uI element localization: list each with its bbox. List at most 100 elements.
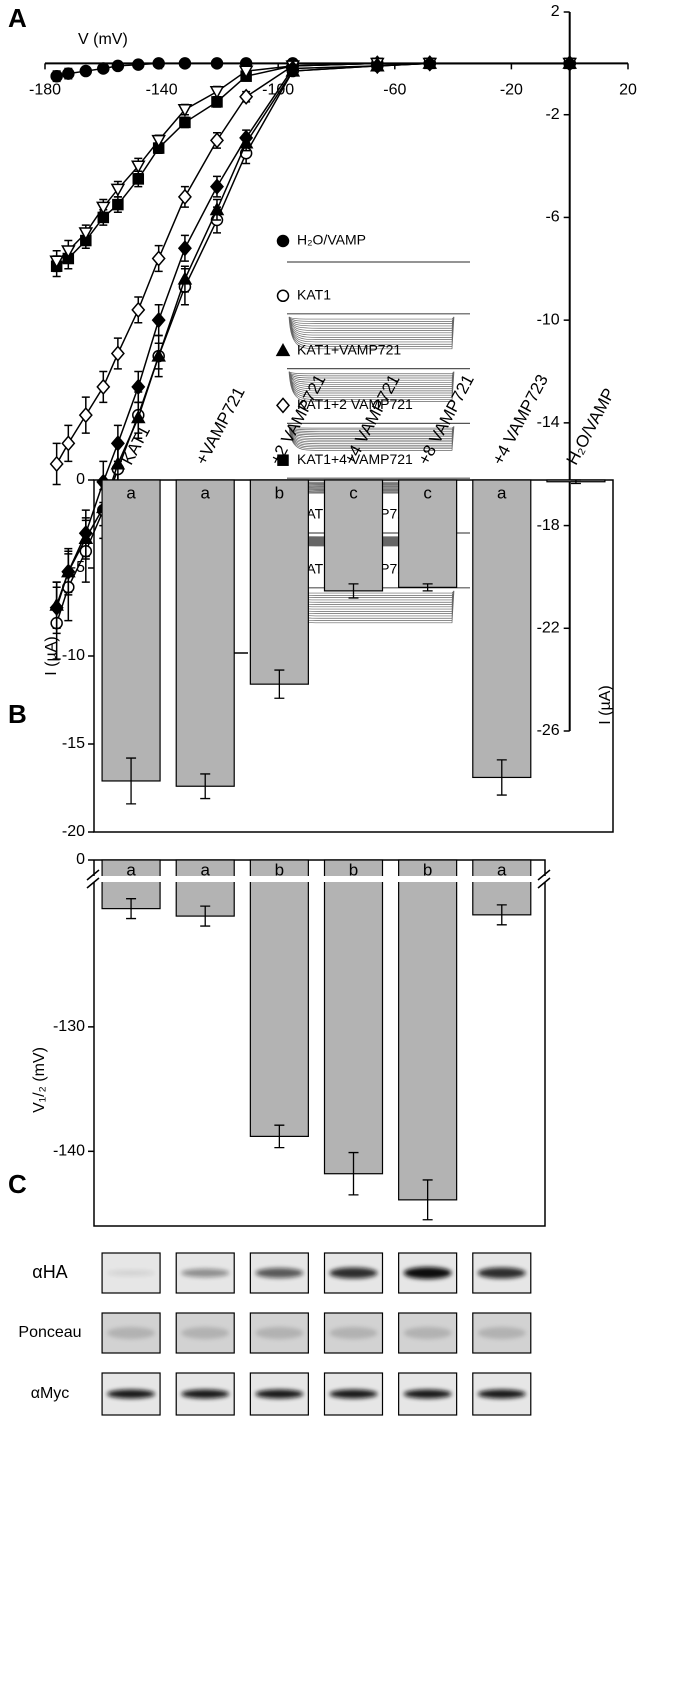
marker bbox=[112, 198, 124, 211]
marker bbox=[61, 435, 76, 452]
y-axis-label: V₁/₂ (mV) bbox=[31, 1047, 48, 1113]
marker bbox=[209, 178, 224, 195]
x-tick-label: -180 bbox=[29, 82, 61, 99]
panel-letter: C bbox=[8, 1169, 27, 1199]
marker bbox=[110, 435, 125, 452]
y-tick-label: -140 bbox=[53, 1143, 85, 1160]
marker bbox=[151, 250, 166, 267]
y-tick-label: -22 bbox=[537, 620, 560, 637]
x-tick-label: -140 bbox=[146, 82, 178, 99]
trace bbox=[288, 590, 455, 624]
marker bbox=[275, 343, 291, 357]
error-bar bbox=[126, 757, 137, 805]
marker bbox=[179, 116, 191, 129]
blot-band bbox=[477, 1389, 526, 1399]
y-tick-label: -15 bbox=[62, 735, 85, 752]
marker bbox=[209, 86, 225, 100]
blot-band bbox=[107, 1327, 156, 1339]
blot-band bbox=[181, 1389, 230, 1399]
marker bbox=[177, 104, 193, 118]
marker bbox=[97, 62, 110, 75]
error-bar bbox=[496, 759, 507, 796]
y-axis-label: I (µA) bbox=[43, 636, 60, 675]
blot-band bbox=[107, 1269, 156, 1277]
marker bbox=[277, 454, 289, 466]
blot-band bbox=[255, 1327, 304, 1339]
panel-letter: A bbox=[8, 3, 27, 33]
error-bar bbox=[422, 583, 433, 592]
blot-label: αHA bbox=[32, 1262, 67, 1282]
marker bbox=[49, 455, 64, 473]
significance-letter: b bbox=[423, 860, 432, 879]
error-bar bbox=[496, 904, 507, 926]
y-tick-label: -5 bbox=[71, 559, 85, 576]
blot-band bbox=[477, 1327, 526, 1339]
blot-band bbox=[107, 1389, 156, 1399]
marker bbox=[131, 301, 146, 319]
y-tick-label: -14 bbox=[537, 414, 560, 431]
fit-line bbox=[55, 62, 570, 608]
marker bbox=[131, 378, 146, 396]
significance-letter: c bbox=[423, 483, 432, 502]
legend-label: KAT1+VAMP721 bbox=[297, 341, 401, 357]
blot-label: Ponceau bbox=[18, 1324, 81, 1341]
marker bbox=[152, 57, 165, 70]
marker bbox=[276, 397, 290, 414]
significance-letter: a bbox=[126, 860, 136, 879]
bar bbox=[323, 479, 384, 592]
marker bbox=[61, 563, 76, 580]
marker bbox=[49, 255, 64, 269]
x-tick-label: H₂O/VAMP bbox=[563, 385, 619, 468]
blot-band bbox=[329, 1267, 378, 1279]
error-bar bbox=[570, 479, 581, 485]
marker bbox=[96, 378, 111, 396]
marker bbox=[177, 271, 193, 285]
marker bbox=[177, 240, 192, 257]
bar bbox=[249, 479, 309, 685]
marker bbox=[79, 64, 93, 78]
y-tick-label: -6 bbox=[545, 209, 559, 226]
marker bbox=[132, 173, 145, 185]
y-tick-label: -20 bbox=[62, 823, 85, 840]
plot-frame bbox=[93, 859, 546, 1227]
marker bbox=[110, 183, 126, 197]
marker bbox=[285, 60, 300, 77]
y-tick-label: -18 bbox=[537, 517, 560, 534]
significance-letter: a bbox=[497, 860, 507, 879]
marker bbox=[131, 410, 146, 424]
panel-letter: B bbox=[8, 699, 27, 729]
blot-label: αMyc bbox=[31, 1385, 70, 1402]
blot-band bbox=[181, 1268, 230, 1278]
error-bar bbox=[422, 1179, 433, 1221]
error-bar bbox=[126, 898, 137, 920]
marker bbox=[49, 599, 64, 616]
blot-band bbox=[255, 1389, 304, 1399]
significance-letter: c bbox=[349, 483, 358, 502]
axis-break bbox=[537, 869, 551, 889]
bar bbox=[323, 859, 384, 1175]
legend-label: KAT1+2 VAMP721 bbox=[297, 396, 413, 412]
y-tick-label: 0 bbox=[76, 851, 85, 868]
y-tick-label: -26 bbox=[537, 722, 560, 739]
marker bbox=[209, 202, 225, 216]
blot-band bbox=[181, 1327, 230, 1339]
marker bbox=[209, 132, 224, 149]
marker bbox=[110, 345, 125, 362]
significance-letter: a bbox=[200, 860, 210, 879]
axis-break-gap bbox=[86, 876, 553, 882]
error-bar bbox=[348, 1151, 359, 1196]
blot-band bbox=[329, 1389, 378, 1399]
y-tick-label: -10 bbox=[62, 647, 85, 664]
y-tick-label: -130 bbox=[53, 1018, 85, 1035]
marker bbox=[78, 525, 93, 542]
marker bbox=[210, 57, 224, 70]
error-bar bbox=[348, 583, 359, 599]
marker bbox=[562, 55, 577, 72]
y-tick-label: -2 bbox=[545, 106, 559, 123]
marker bbox=[239, 129, 254, 146]
blot-band bbox=[403, 1327, 452, 1339]
bar bbox=[101, 479, 161, 782]
error-bar bbox=[200, 905, 211, 927]
marker bbox=[131, 160, 146, 174]
